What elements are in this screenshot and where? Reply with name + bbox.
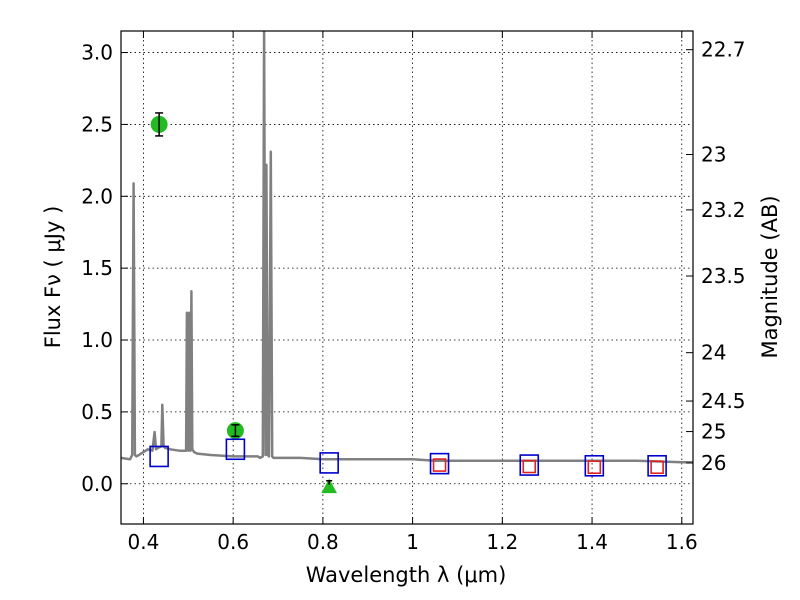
y-tick-labels: 0.0 0.5 1.0 1.5 2.0 2.5 3.0 xyxy=(81,41,113,496)
grid xyxy=(121,31,693,524)
model-band-square xyxy=(519,454,540,476)
magnitude-tick-labels: 22.7 23 23.2 23.5 24 24.5 25 26 xyxy=(701,38,746,475)
y-tick-label: 2.5 xyxy=(81,112,113,136)
magnitude-tick-label: 24.5 xyxy=(701,389,746,413)
model-band-square xyxy=(319,452,339,474)
model-band-square xyxy=(584,454,605,477)
magnitude-tick-label: 23.5 xyxy=(701,264,746,288)
x-axis-label: Wavelength λ (μm) xyxy=(306,563,507,587)
model-band-square xyxy=(429,452,450,475)
magnitude-tick-label: 24 xyxy=(701,341,726,365)
y-tick-label: 1.0 xyxy=(81,328,113,352)
x-tick-labels: 0.4 0.6 0.8 1 1.2 1.4 1.6 xyxy=(128,530,698,554)
right-axis-label: Magnitude (AB) xyxy=(758,195,782,358)
filled-band-square xyxy=(432,458,447,472)
y-tick-label: 2.0 xyxy=(81,184,113,208)
plot-frame xyxy=(120,30,694,525)
plot-series xyxy=(121,31,693,494)
magnitude-tick-label: 23.2 xyxy=(701,198,746,222)
y-tick-label: 3.0 xyxy=(81,41,113,65)
y-tick-label: 1.5 xyxy=(81,256,113,280)
model-band-square xyxy=(647,454,667,477)
y-tick-label: 0.0 xyxy=(81,472,113,496)
filled-band-square xyxy=(587,460,602,475)
model-sed-line xyxy=(121,31,693,464)
tick-marks xyxy=(121,31,693,524)
filled-band-square xyxy=(522,459,537,474)
model-band-square xyxy=(225,438,246,461)
x-tick-label: 1.2 xyxy=(486,530,518,554)
x-tick-label: 0.8 xyxy=(307,530,339,554)
x-tick-label: 0.6 xyxy=(217,530,249,554)
x-tick-label: 1.6 xyxy=(666,530,698,554)
magnitude-tick-label: 25 xyxy=(701,420,726,444)
x-tick-label: 1.4 xyxy=(576,530,608,554)
y-tick-label: 0.5 xyxy=(81,400,113,424)
x-tick-label: 1 xyxy=(406,530,419,554)
filled-band-square xyxy=(650,460,664,475)
magnitude-tick-label: 26 xyxy=(701,451,726,475)
y-axis-label: Flux Fν ( μJy ) xyxy=(41,206,65,349)
magnitude-tick-label: 23 xyxy=(701,142,726,166)
upper-limit-triangle xyxy=(321,478,338,494)
x-tick-label: 0.4 xyxy=(128,530,160,554)
magnitude-tick-label: 22.7 xyxy=(701,38,746,62)
model-band-square xyxy=(149,445,169,468)
